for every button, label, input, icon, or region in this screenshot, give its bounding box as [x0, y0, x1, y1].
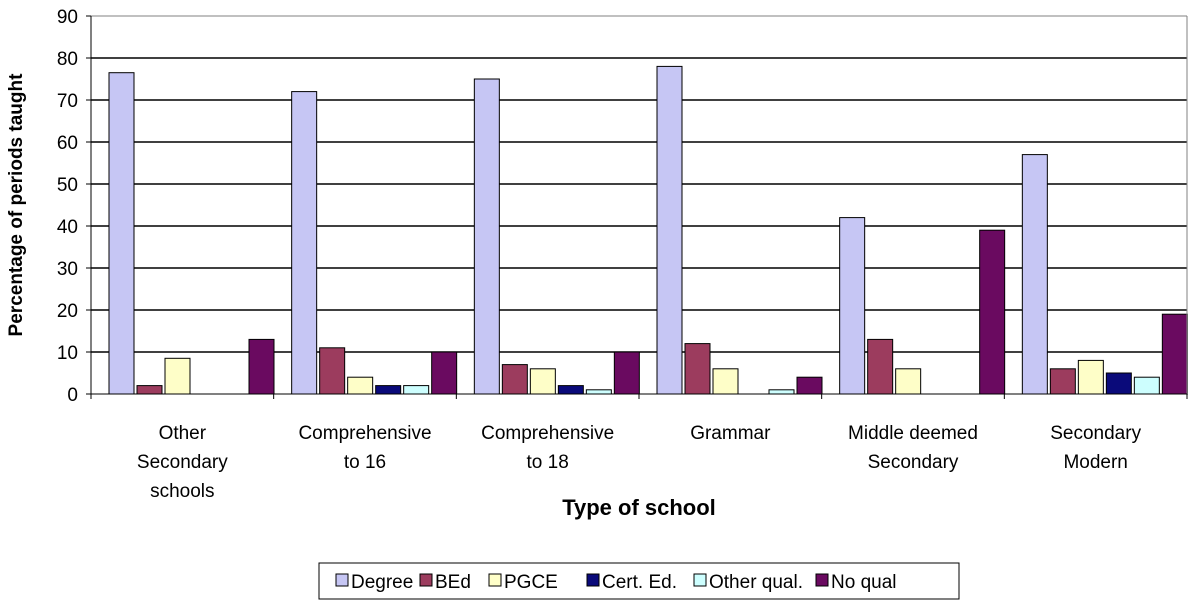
x-tick-label: Other Secondary schools	[137, 423, 228, 502]
y-tick-label: 20	[57, 301, 78, 322]
bars	[108, 65, 1188, 395]
gridlines	[91, 57, 1187, 353]
bar-bed	[319, 347, 346, 395]
bar-degree	[839, 217, 866, 395]
y-tick-labels: 0 10 20 30 40 50 60 70 80 90	[57, 7, 91, 406]
legend-label: Cert. Ed.	[602, 572, 677, 593]
y-tick-label: 40	[57, 217, 78, 238]
bar-other-qual	[585, 389, 612, 395]
y-tick-label: 10	[57, 343, 78, 364]
bar-pgce	[1077, 359, 1104, 395]
legend-swatch	[419, 573, 433, 587]
bar-pgce	[712, 368, 739, 395]
bar-no-qual	[248, 338, 275, 395]
legend-label: Other qual.	[709, 572, 803, 593]
y-tick-label: 50	[57, 175, 78, 196]
bar-bed	[501, 364, 528, 395]
bar-no-qual	[613, 351, 640, 395]
bar-cert-ed	[557, 385, 584, 395]
x-tick-labels: Other Secondary schools Comprehensive to 16 C…	[90, 394, 1188, 502]
bar-degree	[473, 78, 500, 395]
legend-swatch	[488, 573, 502, 587]
bar-bed	[684, 343, 711, 395]
bar-no-qual	[431, 351, 458, 395]
bar-bed	[136, 385, 163, 395]
bar-no-qual	[796, 376, 823, 395]
x-tick-label: Grammar	[690, 423, 771, 444]
x-tick-label: Comprehensive to 16	[298, 423, 431, 473]
y-tick-label: 90	[57, 7, 78, 28]
bar-pgce	[895, 368, 922, 395]
legend-items: Degree BEd PGCE Cert. Ed. Other qual. No qual	[335, 572, 897, 593]
bar-degree	[1021, 154, 1048, 395]
legend-label: BEd	[435, 572, 471, 593]
bar-bed	[1049, 368, 1076, 395]
bar-bed	[867, 338, 894, 395]
bar-no-qual	[979, 229, 1006, 395]
bar-other-qual	[768, 389, 795, 395]
bar-pgce	[347, 376, 374, 395]
legend-swatch	[693, 573, 707, 587]
y-tick-label: 70	[57, 91, 78, 112]
bar-pgce	[164, 357, 191, 395]
bar-pgce	[529, 368, 556, 395]
y-axis-title: Percentage of periods taught	[6, 73, 27, 337]
bar-no-qual	[1161, 313, 1188, 395]
legend-swatch	[815, 573, 829, 587]
x-tick-label: Comprehensive to 18	[481, 423, 614, 473]
legend-swatch	[335, 573, 349, 587]
y-tick-label: 30	[57, 259, 78, 280]
y-tick-label: 80	[57, 49, 78, 70]
x-tick-label: Middle deemed Secondary	[848, 423, 978, 473]
bar-cert-ed	[1105, 372, 1132, 395]
bar-cert-ed	[375, 385, 402, 395]
bar-degree	[108, 72, 135, 395]
x-axis-title: Type of school	[562, 495, 716, 520]
y-tick-label: 60	[57, 133, 78, 154]
bar-degree	[291, 91, 318, 395]
y-tick-label: 0	[67, 385, 78, 406]
bar-degree	[656, 65, 683, 395]
legend: Degree BEd PGCE Cert. Ed. Other qual. No qual	[318, 562, 960, 600]
legend-swatch	[586, 573, 600, 587]
legend-label: Degree	[351, 572, 413, 593]
bar-other-qual	[403, 385, 430, 395]
legend-label: PGCE	[504, 572, 558, 593]
legend-label: No qual	[831, 572, 897, 593]
bar-other-qual	[1133, 376, 1160, 395]
x-tick-label: Secondary Modern	[1050, 423, 1141, 473]
